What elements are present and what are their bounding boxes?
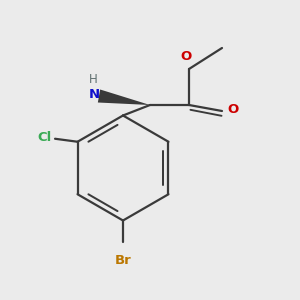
Text: H: H xyxy=(88,73,98,86)
Text: N: N xyxy=(89,88,100,101)
Text: Cl: Cl xyxy=(38,131,52,144)
Text: Br: Br xyxy=(115,254,131,266)
Polygon shape xyxy=(98,89,150,105)
Text: O: O xyxy=(180,50,192,64)
Text: O: O xyxy=(227,103,238,116)
